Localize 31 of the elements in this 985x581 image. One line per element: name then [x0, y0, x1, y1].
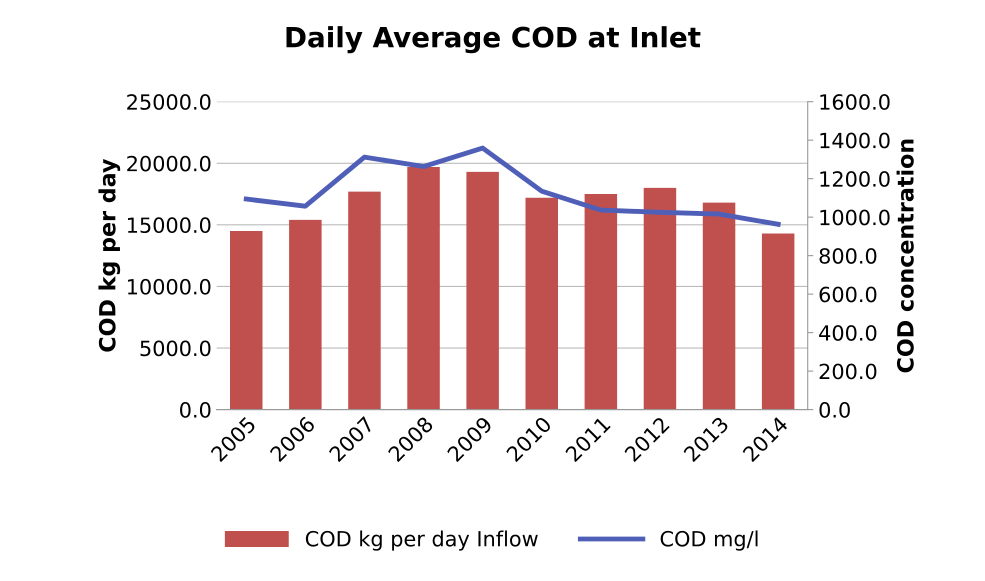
bar	[762, 233, 794, 410]
line-series	[244, 146, 781, 227]
y2-tick-label: 1200.0	[820, 171, 890, 187]
y2-tick-label: 1400.0	[820, 132, 890, 148]
y-tick-label: 0.0	[180, 402, 210, 418]
y2-tick-label: 0.0	[819, 402, 850, 418]
y2-tick-label: 400.0	[819, 325, 876, 341]
legend-label: COD kg per day Inflow	[306, 530, 538, 551]
y2-tick-label: 200.0	[820, 364, 876, 380]
chart-title: Daily Average COD at Inlet	[286, 26, 700, 54]
bar	[702, 202, 736, 410]
y2-axis-title: COD concentration	[896, 140, 914, 372]
bar	[644, 188, 676, 410]
y-axis-title: COD kg per day	[98, 158, 120, 352]
y2-tick-label: 1000.0	[820, 210, 890, 226]
bar	[348, 192, 381, 410]
y-tick-label: 20000.0	[127, 156, 210, 172]
bar	[584, 194, 618, 410]
bar	[407, 166, 440, 410]
y-tick-label: 25000.0	[127, 94, 210, 110]
y-tick-label: 5000.0	[140, 340, 210, 356]
y2-tick-label: 1600.0	[820, 94, 890, 110]
y-tick-label: 10000.0	[128, 278, 210, 295]
bar	[466, 172, 499, 410]
bar	[289, 220, 322, 410]
legend-label: COD mg/l	[660, 530, 758, 551]
y-tick-label: 15000.0	[128, 217, 210, 234]
y2-tick-label: 800.0	[820, 248, 876, 264]
bar	[525, 198, 558, 410]
y2-tick-label: 600.0	[820, 286, 876, 302]
bar	[230, 231, 262, 410]
